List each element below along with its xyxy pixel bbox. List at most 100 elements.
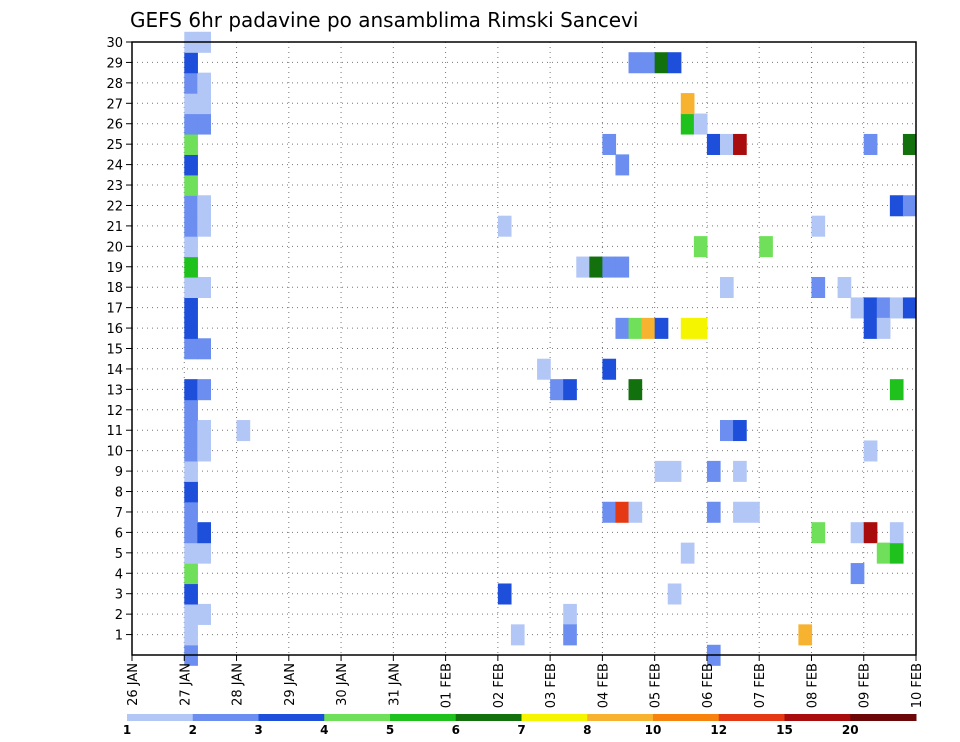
heatmap-cell (680, 113, 695, 135)
heatmap-cell (693, 317, 708, 339)
heatmap-cell (680, 93, 695, 115)
x-tick-label: 06 FEB (701, 663, 716, 708)
heatmap-cell (537, 358, 551, 380)
heatmap-cell (184, 195, 198, 217)
heatmap-cell (197, 338, 211, 360)
heatmap-cell (628, 52, 643, 74)
x-tick-label: 30 JAN (335, 663, 350, 706)
x-tick-label: 05 FEB (649, 663, 664, 708)
heatmap-cell (733, 420, 747, 442)
heatmap-cell (563, 624, 577, 646)
heatmap-cell (550, 379, 564, 401)
color-legend: 1 2 3 4 5 6 7 8 10 12 15 20 (123, 714, 917, 737)
heatmap-cell (197, 215, 211, 237)
heatmap-cell (197, 440, 211, 462)
x-tick-label: 03 FEB (544, 663, 559, 708)
heatmap-cell (197, 420, 211, 442)
heatmap-cell (733, 133, 747, 155)
y-tick-label: 14 (106, 363, 123, 378)
y-tick-label: 9 (115, 465, 123, 480)
legend-label: 8 (583, 723, 591, 737)
heatmap-cell (184, 440, 198, 462)
heatmap-cell (706, 460, 721, 482)
heatmap-cell (615, 154, 630, 176)
heatmap-cell (197, 276, 211, 299)
heatmap-cell (628, 317, 643, 339)
legend-label: 12 (710, 723, 727, 737)
heatmap-cell (889, 195, 904, 217)
heatmap-cell (184, 338, 198, 360)
heatmap-cell (628, 379, 643, 401)
heatmap-cell (876, 297, 891, 319)
heatmap-cell (589, 256, 603, 278)
y-tick-label: 25 (106, 138, 123, 153)
heatmap-cell (746, 501, 760, 523)
heatmap-cell (667, 460, 682, 482)
x-tick-label: 08 FEB (805, 663, 820, 708)
heatmap-cell (184, 583, 198, 605)
legend-label: 2 (189, 723, 197, 737)
legend-swatch (258, 714, 325, 721)
heatmap-cell (184, 603, 198, 625)
heatmap-cell (184, 297, 198, 319)
y-tick-label: 2 (115, 608, 123, 623)
heatmap-cell (863, 317, 878, 339)
x-tick-label: 31 JAN (387, 663, 402, 706)
heatmap-cell (863, 297, 878, 319)
heatmap-cell (733, 460, 747, 482)
y-tick-label: 1 (115, 629, 123, 644)
legend-swatch (455, 714, 522, 721)
y-tick-label: 5 (115, 547, 123, 562)
y-tick-label: 4 (115, 567, 123, 582)
heatmap-cell (850, 522, 865, 544)
legend-swatch (324, 714, 391, 721)
legend-label: 1 (123, 723, 131, 737)
y-tick-label: 21 (106, 220, 123, 235)
heatmap-cell (902, 297, 916, 319)
heatmap-cell (184, 542, 198, 564)
heatmap-cell (850, 297, 865, 319)
heatmap-cell (184, 522, 198, 544)
y-tick-label: 13 (106, 383, 123, 398)
y-tick-label: 8 (115, 486, 123, 501)
y-tick-label: 30 (106, 36, 123, 51)
heatmap-cell (197, 113, 211, 135)
heatmap-cell (615, 501, 630, 523)
y-tick-label: 19 (106, 261, 123, 276)
heatmap-cell (184, 154, 198, 176)
heatmap-cell (197, 603, 211, 625)
y-tick-label: 3 (115, 588, 123, 603)
heatmap-cell (184, 256, 198, 278)
heatmap-cell (641, 52, 656, 74)
legend-swatch (653, 714, 720, 721)
heatmap-cell (706, 501, 721, 523)
heatmap-cell (654, 460, 669, 482)
legend-label: 20 (842, 723, 859, 737)
heatmap-cell (759, 236, 773, 258)
y-tick-label: 23 (106, 179, 123, 194)
x-tick-label: 04 FEB (596, 663, 611, 708)
heatmap-cell (863, 133, 878, 155)
y-tick-label: 6 (115, 526, 123, 541)
legend-label: 4 (320, 723, 328, 737)
y-tick-label: 15 (106, 343, 123, 358)
chart-title: GEFS 6hr padavine po ansamblima Rimski S… (130, 8, 638, 32)
heatmap-cell (889, 522, 904, 544)
legend-label: 3 (254, 723, 262, 737)
heatmap-cell (811, 276, 826, 299)
y-tick-label: 22 (106, 199, 123, 214)
y-tick-label: 27 (106, 97, 123, 112)
heatmap-cell (602, 133, 617, 155)
heatmap-cell (184, 501, 198, 523)
legend-swatch (192, 714, 259, 721)
heatmap-cell (628, 501, 643, 523)
heatmap-cell (497, 583, 512, 605)
heatmap-cell (184, 72, 198, 94)
heatmap-cell (184, 379, 198, 401)
y-tick-label: 12 (106, 404, 123, 419)
heatmap-cell (680, 317, 695, 339)
heatmap-cell (510, 624, 525, 646)
heatmap-cell (184, 481, 198, 503)
heatmap-cell (693, 113, 708, 135)
heatmap-cell (680, 542, 695, 564)
